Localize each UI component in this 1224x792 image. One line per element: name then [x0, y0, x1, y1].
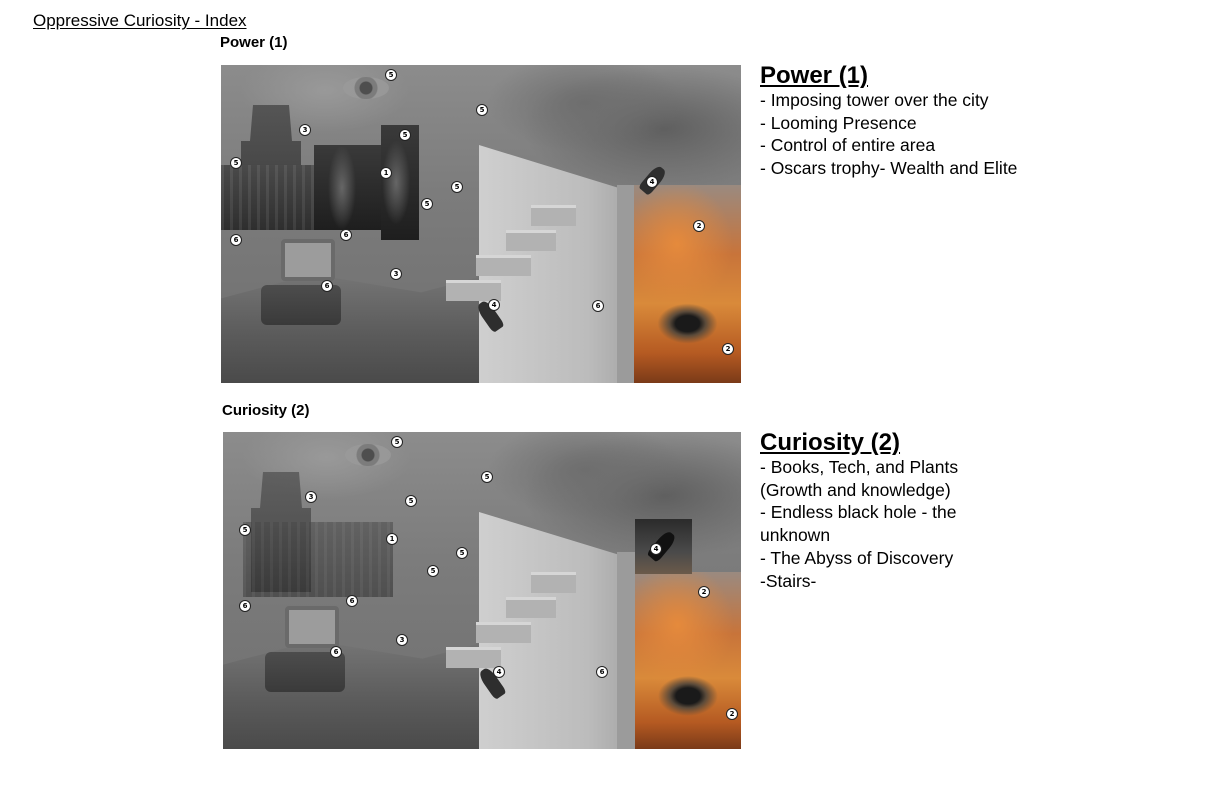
- section-label-curiosity: Curiosity (2): [222, 402, 310, 419]
- note-item: unknown: [760, 525, 831, 546]
- stair-step-3: [476, 622, 531, 643]
- stair-step-4: [446, 647, 501, 668]
- index-marker: 5: [481, 471, 493, 483]
- stair-step-1: [531, 572, 576, 593]
- index-marker: 3: [396, 634, 408, 646]
- index-marker: 6: [321, 280, 333, 292]
- index-marker: 5: [456, 547, 468, 559]
- notes-title: Power (1): [760, 62, 869, 89]
- computer-monitor-image: [285, 606, 339, 648]
- section-label-power: Power (1): [220, 34, 288, 51]
- index-marker: 5: [239, 524, 251, 536]
- index-marker: 5: [230, 157, 242, 169]
- wall-side-image: [617, 552, 635, 749]
- bulldozer-image: [265, 652, 345, 692]
- tower-spire-image: [381, 125, 419, 240]
- index-marker: 4: [493, 666, 505, 678]
- index-marker: 2: [726, 708, 738, 720]
- note-item: (Growth and knowledge): [760, 479, 951, 500]
- note-item: - Looming Presence: [760, 112, 917, 133]
- index-marker: 5: [385, 69, 397, 81]
- index-marker: 4: [650, 543, 662, 555]
- index-marker: 3: [390, 268, 402, 280]
- city-buildings-image: [221, 165, 316, 230]
- stair-step-2: [506, 230, 556, 251]
- index-marker: 6: [596, 666, 608, 678]
- notes-title: Curiosity (2): [760, 429, 901, 456]
- computer-monitor-image: [281, 239, 335, 281]
- notes-curiosity: Curiosity (2) - Books, Tech, and Plants …: [760, 430, 1080, 592]
- stair-step-1: [531, 205, 576, 226]
- index-marker: 3: [305, 491, 317, 503]
- city-buildings-image: [243, 522, 393, 597]
- index-marker: 5: [476, 104, 488, 116]
- note-item: - Books, Tech, and Plants: [760, 457, 959, 477]
- note-item: -Stairs-: [760, 570, 817, 591]
- index-marker: 6: [340, 229, 352, 241]
- index-marker: 2: [698, 586, 710, 598]
- index-marker: 6: [330, 646, 342, 658]
- note-item: - The Abyss of Discovery: [760, 547, 954, 568]
- dark-city-image: [314, 145, 384, 230]
- collage-image-curiosity: 5 5 3 5 5 1 5 4 5 2 6 6 3 6 4 6 2: [223, 432, 741, 749]
- index-marker: 5: [405, 495, 417, 507]
- eye-image: [343, 77, 389, 99]
- note-item: - Endless black hole - the: [760, 502, 957, 523]
- note-item: - Oscars trophy- Wealth and Elite: [760, 158, 1018, 179]
- eye-image: [345, 444, 391, 466]
- index-marker: 5: [427, 565, 439, 577]
- note-item: - Imposing tower over the city: [760, 90, 989, 110]
- index-marker: 5: [421, 198, 433, 210]
- stair-step-4: [446, 280, 501, 301]
- index-marker: 5: [451, 181, 463, 193]
- index-marker: 5: [399, 129, 411, 141]
- index-marker: 4: [488, 299, 500, 311]
- index-marker: 6: [592, 300, 604, 312]
- index-marker: 5: [391, 436, 403, 448]
- index-marker: 4: [646, 176, 658, 188]
- stair-step-3: [476, 255, 531, 276]
- document-title: Oppressive Curiosity - Index: [33, 11, 247, 30]
- index-marker: 6: [230, 234, 242, 246]
- notes-list: - Imposing tower over the city - Looming…: [760, 89, 1080, 180]
- notes-list: - Books, Tech, and Plants (Growth and kn…: [760, 456, 1080, 592]
- stair-step-2: [506, 597, 556, 618]
- collage-image-power: 5 5 3 5 5 1 5 5 4 6 6 2 3 6 4 6 2: [221, 65, 741, 383]
- index-marker: 1: [380, 167, 392, 179]
- index-marker: 3: [299, 124, 311, 136]
- index-marker: 1: [386, 533, 398, 545]
- notes-power: Power (1) - Imposing tower over the city…: [760, 63, 1080, 180]
- wall-side-image: [617, 185, 635, 383]
- index-marker: 2: [693, 220, 705, 232]
- note-item: - Control of entire area: [760, 135, 936, 156]
- index-marker: 6: [346, 595, 358, 607]
- index-marker: 6: [239, 600, 251, 612]
- index-marker: 2: [722, 343, 734, 355]
- fire-abyss-image: [635, 572, 741, 749]
